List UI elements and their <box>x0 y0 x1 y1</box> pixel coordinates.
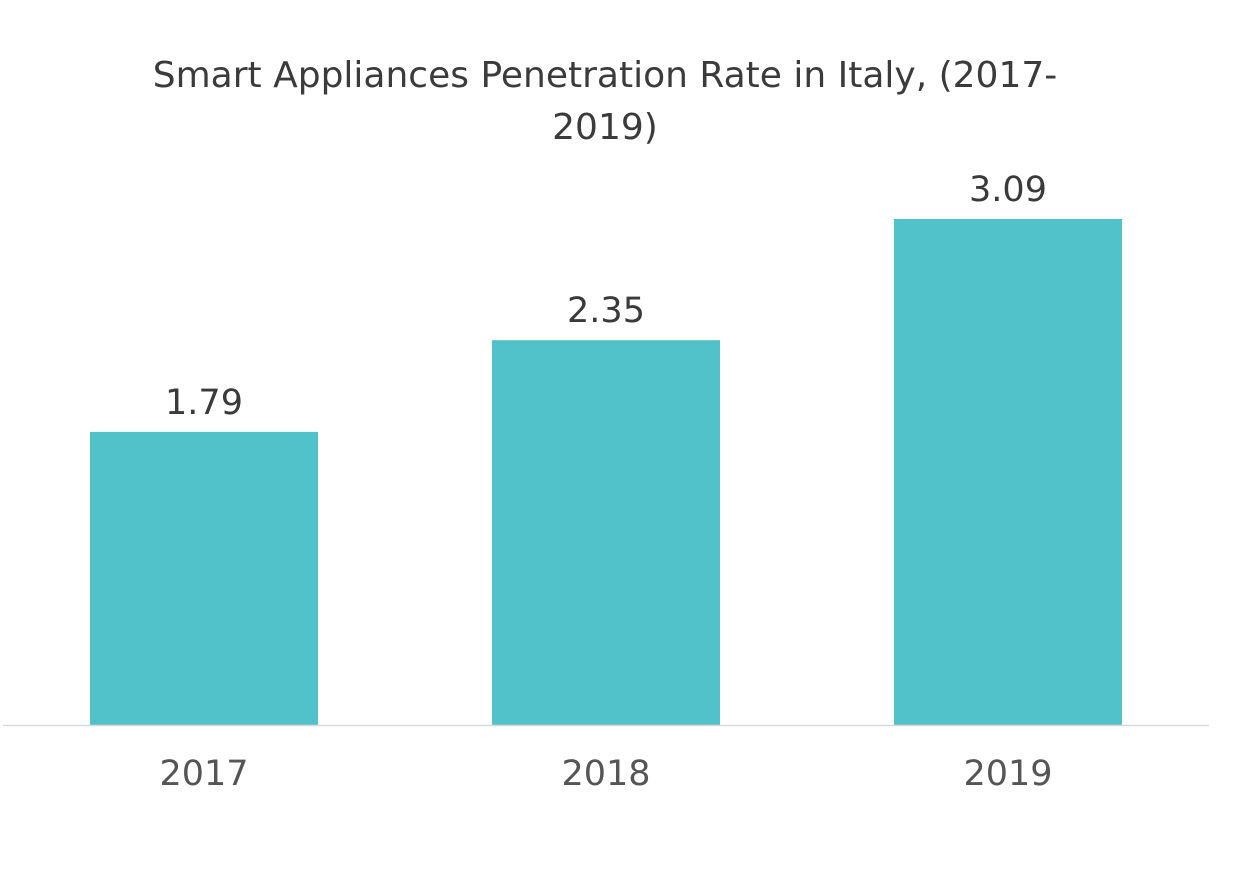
data-label-2017: 1.79 <box>165 383 243 423</box>
bars-group <box>90 219 1122 725</box>
data-labels-group: 1.79 2.35 3.09 <box>165 170 1047 423</box>
x-tick-labels-group: 2017 2018 2019 <box>159 754 1052 794</box>
bar-2017 <box>90 431 318 725</box>
chart-title: Smart Appliances Penetration Rate in Ita… <box>152 55 1058 148</box>
x-tick-label-2017: 2017 <box>159 754 248 794</box>
x-tick-label-2019: 2019 <box>963 754 1052 794</box>
bar-2018 <box>492 340 720 725</box>
x-tick-label-2018: 2018 <box>561 754 650 794</box>
data-label-2018: 2.35 <box>567 291 645 331</box>
data-label-2019: 3.09 <box>969 170 1047 210</box>
bar-2019 <box>894 219 1122 725</box>
